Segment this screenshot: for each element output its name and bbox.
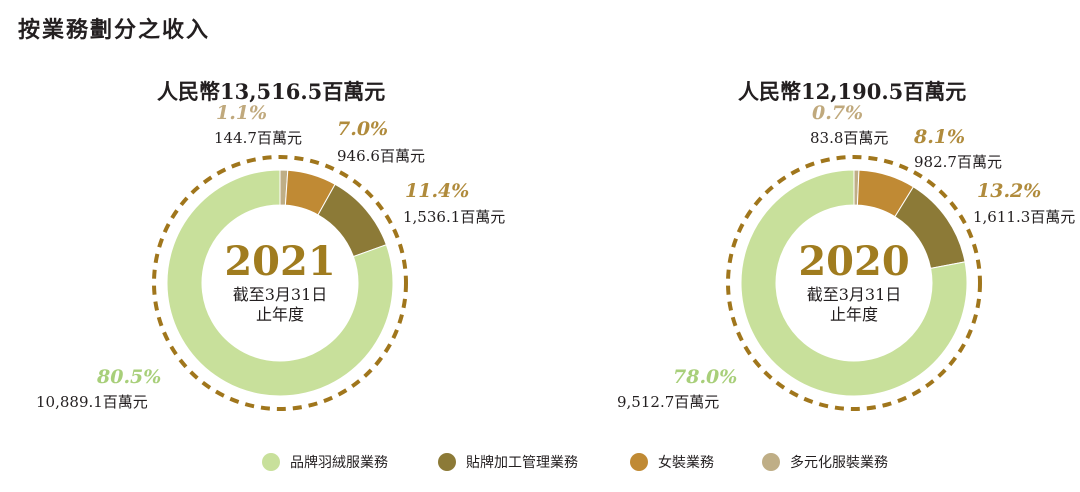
slice-2020-oem-percent: 13.2% (977, 180, 1042, 202)
legend-label: 女裝業務 (658, 455, 714, 471)
legend-label: 品牌羽絨服業務 (290, 455, 388, 471)
dashed-ring-2020 (726, 155, 982, 411)
slice-2020-ladies-percent: 8.1% (914, 126, 966, 148)
legend-dot-icon (262, 453, 280, 471)
slice-2020-branded-value: 9,512.7百萬元 (617, 393, 720, 411)
slice-2021-diversified-percent: 1.1% (216, 102, 268, 124)
legend-label: 貼牌加工管理業務 (466, 455, 578, 471)
slice-2021-branded-value: 10,889.1百萬元 (36, 393, 148, 411)
slice-2020-oem-value: 1,611.3百萬元 (973, 208, 1076, 226)
page-title: 按業務劃分之收入 (18, 18, 211, 43)
slice-2020-branded-down (740, 169, 968, 397)
legend-item-oem: 貼牌加工管理業務 (438, 452, 578, 472)
chart-2021-center-sub1: 截至3月31日 (232, 285, 328, 304)
legend-item-diversified: 多元化服裝業務 (762, 452, 888, 472)
legend-item-branded-down: 品牌羽絨服業務 (262, 452, 388, 472)
slice-2021-ladies-percent: 7.0% (337, 118, 389, 140)
dashed-ring-2021 (152, 155, 408, 411)
donut-2020 (726, 155, 982, 411)
slice-2021-oem-value: 1,536.1百萬元 (403, 208, 506, 226)
slice-2021-oem-percent: 11.4% (405, 180, 470, 202)
legend-dot-icon (630, 453, 648, 471)
chart-2021-title: 人民幣13,516.5百萬元 (157, 79, 386, 104)
legend-item-ladies: 女裝業務 (630, 452, 714, 472)
legend: 品牌羽絨服業務 貼牌加工管理業務 女裝業務 多元化服裝業務 (0, 452, 1080, 476)
slice-2020-branded-percent: 78.0% (673, 366, 738, 388)
slice-2020-diversified-percent: 0.7% (812, 102, 864, 124)
slice-2021-branded-down (166, 169, 394, 397)
slice-2020-diversified-value: 83.8百萬元 (810, 129, 889, 147)
legend-label: 多元化服裝業務 (790, 455, 888, 471)
chart-2020-title: 人民幣12,190.5百萬元 (738, 79, 967, 104)
slice-2020-ladies-value: 982.7百萬元 (914, 153, 1002, 171)
chart-2021-center-year: 2021 (224, 238, 336, 285)
legend-dot-icon (438, 453, 456, 471)
chart-2020-center-sub1: 截至3月31日 (806, 285, 902, 304)
slice-2021-branded-percent: 80.5% (97, 366, 162, 388)
slice-2021-diversified-value: 144.7百萬元 (214, 129, 302, 147)
chart-2020-center-sub2: 止年度 (829, 305, 878, 324)
legend-dot-icon (762, 453, 780, 471)
chart-2020-center-year: 2020 (798, 238, 910, 285)
donut-2021 (152, 155, 408, 411)
slice-2021-ladies-value: 946.6百萬元 (337, 147, 425, 165)
chart-2021-center-sub2: 止年度 (255, 305, 304, 324)
